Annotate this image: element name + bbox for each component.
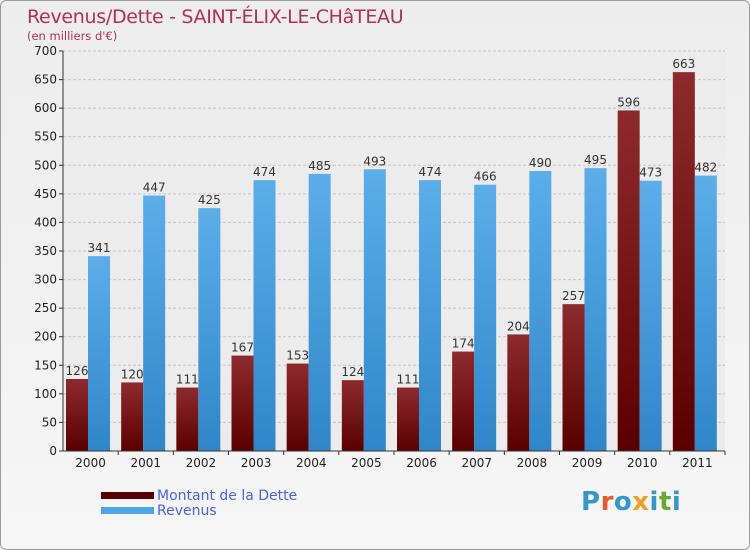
bar-revenus-2001 — [143, 195, 166, 451]
bar-revenus-2008 — [529, 171, 552, 451]
y-tick-label: 200 — [34, 330, 57, 344]
axis-layer: 0 50 100 150 200 250 300 350 400 450 500 550 600 650 7… — [34, 44, 726, 470]
x-tick-label-2000: 2000 — [75, 456, 106, 470]
bar-debt-2011 — [672, 72, 695, 452]
data-label-revenus-2005: 493 — [363, 154, 386, 168]
x-tick-label-2009: 2009 — [572, 456, 603, 470]
bar-debt-2006 — [397, 387, 419, 451]
bar-revenus-2002 — [198, 208, 221, 451]
bar-revenus-2011 — [694, 175, 717, 452]
data-label-revenus-2002: 425 — [198, 193, 221, 207]
data-label-debt-2004: 153 — [286, 349, 309, 363]
bar-debt-2009 — [562, 304, 585, 451]
chart-subtitle: (en milliers d'€) — [27, 29, 118, 43]
legend-label-debt: Montant de la Dette — [157, 487, 298, 504]
bar-debt-2000 — [66, 379, 88, 451]
x-tick-label-2006: 2006 — [406, 456, 437, 470]
bar-revenus-2003 — [253, 180, 276, 451]
y-tick-label: 150 — [34, 358, 57, 372]
x-tick-label-2007: 2007 — [461, 456, 492, 470]
data-label-debt-2003: 167 — [231, 341, 254, 355]
bar-debt-2002 — [176, 387, 199, 451]
data-label-debt-2011: 663 — [672, 57, 695, 71]
y-tick-label: 500 — [34, 158, 57, 172]
bar-debt-2004 — [286, 363, 309, 451]
data-label-debt-2000: 126 — [66, 364, 89, 378]
x-tick-label-2003: 2003 — [241, 456, 272, 470]
y-tick-label: 650 — [34, 73, 57, 87]
bar-revenus-2000 — [88, 256, 110, 451]
bar-revenus-2007 — [474, 184, 497, 451]
data-label-debt-2008: 204 — [507, 319, 530, 333]
chart-title: Revenus/Dette - SAINT-ÉLIX-LE-CHâTEAU — [27, 6, 404, 28]
y-tick-label: 450 — [34, 187, 57, 201]
data-label-revenus-2010: 473 — [639, 166, 662, 180]
data-label-debt-2006: 111 — [397, 373, 420, 387]
data-label-revenus-2011: 482 — [694, 161, 717, 175]
bar-debt-2003 — [231, 355, 254, 451]
bar-debt-2008 — [507, 334, 530, 451]
legend-item-debt: Montant de la Dette — [101, 487, 298, 504]
data-label-debt-2001: 120 — [121, 367, 144, 381]
data-label-revenus-2008: 490 — [529, 156, 552, 170]
y-tick-label: 600 — [34, 101, 57, 115]
y-tick-label: 100 — [34, 387, 57, 401]
bar-layer: 126 341 120 447 111 425 167 474 153 485 124 493 111 4… — [66, 57, 717, 452]
x-tick-label-2001: 2001 — [130, 456, 161, 470]
legend-label-revenus: Revenus — [157, 502, 217, 519]
legend-swatch-debt — [101, 492, 154, 499]
x-tick-label-2002: 2002 — [186, 456, 217, 470]
bar-revenus-2006 — [419, 180, 441, 451]
data-label-revenus-2004: 485 — [308, 159, 331, 173]
data-label-revenus-2006: 474 — [419, 165, 442, 179]
data-label-debt-2007: 174 — [452, 337, 475, 351]
bar-revenus-2004 — [308, 173, 331, 451]
x-tick-label-2011: 2011 — [682, 456, 713, 470]
y-tick-label: 550 — [34, 130, 57, 144]
x-tick-label-2008: 2008 — [517, 456, 548, 470]
legend-item-revenus: Revenus — [101, 502, 297, 519]
bar-revenus-2010 — [639, 180, 662, 451]
bar-debt-2001 — [121, 382, 144, 451]
data-label-revenus-2007: 466 — [474, 170, 497, 184]
data-label-revenus-2003: 474 — [253, 165, 276, 179]
bar-revenus-2009 — [584, 168, 607, 451]
bar-debt-2010 — [617, 110, 640, 451]
y-tick-label: 250 — [34, 301, 57, 315]
bar-debt-2005 — [341, 380, 364, 451]
data-label-revenus-2001: 447 — [143, 181, 166, 195]
x-tick-label-2005: 2005 — [351, 456, 382, 470]
legend: Montant de la Dette Revenus — [101, 487, 298, 519]
y-tick-label: 700 — [34, 44, 57, 58]
bar-debt-2007 — [452, 351, 475, 451]
y-tick-label: 0 — [49, 444, 57, 458]
y-tick-label: 350 — [34, 244, 57, 258]
data-label-debt-2009: 257 — [562, 289, 585, 303]
y-tick-label: 50 — [42, 415, 57, 429]
x-tick-label-2004: 2004 — [296, 456, 327, 470]
data-label-debt-2005: 124 — [341, 365, 364, 379]
y-tick-label: 400 — [34, 215, 57, 229]
proxiti-logo: Proxiti — [581, 487, 682, 517]
data-label-revenus-2000: 341 — [88, 241, 111, 255]
data-label-revenus-2009: 495 — [584, 153, 607, 167]
x-tick-label-2010: 2010 — [627, 456, 658, 470]
legend-swatch-revenus — [101, 507, 154, 514]
grid-layer — [63, 50, 725, 452]
data-label-debt-2002: 111 — [176, 373, 199, 387]
data-label-debt-2010: 596 — [617, 95, 640, 109]
y-tick-label: 300 — [34, 273, 57, 287]
bar-revenus-2005 — [363, 169, 386, 452]
